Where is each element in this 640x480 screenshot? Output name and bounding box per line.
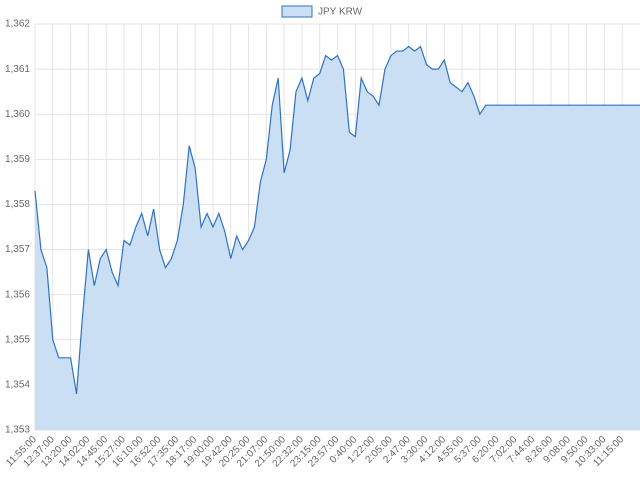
y-tick-label: 1,355 (5, 334, 30, 345)
y-tick-label: 1,359 (5, 154, 30, 165)
y-tick-label: 1,353 (5, 425, 30, 436)
y-tick-label: 1,361 (5, 64, 30, 75)
area (35, 46, 640, 431)
legend-label: JPY KRW (318, 7, 363, 18)
y-tick-label: 1,354 (5, 380, 30, 391)
legend-swatch (281, 5, 313, 18)
y-tick-label: 1,356 (5, 289, 30, 300)
y-tick-label: 1,362 (5, 19, 30, 30)
line (34, 45, 640, 395)
y-tick-label: 1,357 (5, 244, 30, 255)
y-tick-label: 1,358 (5, 199, 30, 210)
y-tick-label: 1,360 (5, 109, 30, 120)
